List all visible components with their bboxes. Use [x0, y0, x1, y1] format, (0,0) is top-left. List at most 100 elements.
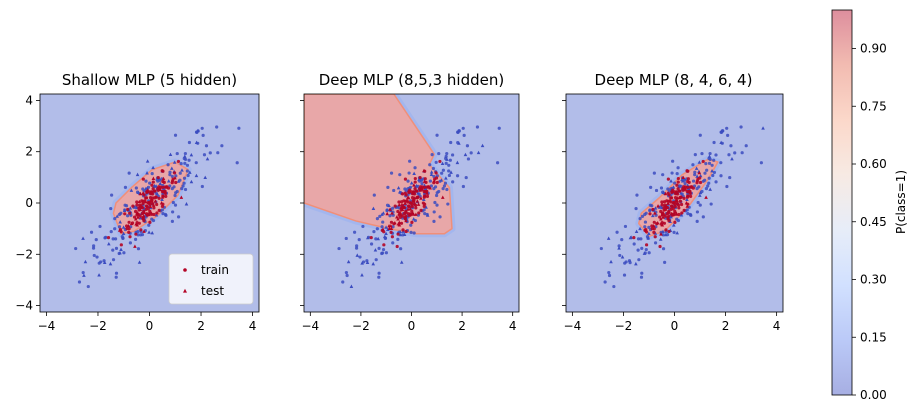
- train-point: [704, 162, 708, 166]
- train-point: [703, 178, 707, 182]
- test-point: [382, 234, 387, 239]
- train-point: [687, 180, 691, 184]
- panel-title: Deep MLP (8,5,3 hidden): [319, 71, 505, 89]
- test-point: [396, 186, 401, 190]
- train-point: [354, 246, 359, 250]
- train-point: [677, 206, 681, 210]
- test-point: [137, 199, 142, 204]
- train-point: [140, 233, 145, 237]
- train-point: [719, 130, 723, 134]
- train-point: [126, 207, 130, 212]
- train-point: [440, 171, 444, 175]
- train-point: [634, 206, 638, 211]
- train-point: [136, 229, 140, 234]
- train-point: [399, 221, 404, 225]
- colorbar-label: P(class=1): [894, 170, 908, 234]
- test-point: [399, 205, 403, 210]
- test-point: [671, 223, 676, 227]
- train-point: [148, 181, 152, 185]
- train-point: [455, 174, 460, 178]
- train-point: [676, 187, 680, 191]
- train-point: [615, 230, 619, 234]
- train-point: [170, 187, 174, 191]
- train-point: [114, 246, 119, 250]
- train-point: [410, 195, 415, 200]
- train-point: [647, 251, 651, 255]
- train-point: [744, 144, 748, 148]
- test-point: [408, 206, 413, 211]
- train-point: [417, 211, 421, 215]
- train-point: [171, 200, 175, 205]
- train-point: [144, 196, 148, 200]
- train-point: [435, 203, 439, 207]
- train-point: [431, 166, 436, 171]
- test-point: [387, 224, 391, 228]
- train-point: [173, 133, 178, 137]
- train-point: [639, 275, 644, 279]
- train-point: [663, 203, 667, 207]
- test-point: [189, 179, 194, 184]
- train-point: [695, 219, 699, 223]
- train-point: [130, 221, 135, 225]
- train-point: [464, 175, 468, 180]
- train-point: [161, 169, 165, 173]
- test-point: [719, 140, 723, 145]
- test-point: [145, 159, 150, 163]
- train-point: [435, 180, 439, 185]
- test-point: [416, 191, 420, 195]
- train-point: [663, 214, 667, 218]
- train-point: [410, 202, 414, 206]
- test-point: [371, 206, 376, 210]
- y-tick-label: −2: [15, 247, 33, 261]
- train-point: [148, 220, 152, 224]
- test-point: [428, 186, 432, 190]
- test-point: [172, 160, 177, 164]
- train-point: [726, 133, 730, 137]
- train-point: [691, 163, 695, 167]
- legend-box: [168, 253, 254, 305]
- train-point: [688, 212, 692, 217]
- train-point: [667, 210, 671, 215]
- test-point: [653, 211, 657, 215]
- train-point: [665, 206, 670, 210]
- train-point: [182, 181, 186, 185]
- train-point: [150, 217, 154, 221]
- train-point: [676, 166, 680, 170]
- train-point: [353, 230, 357, 234]
- train-point: [661, 247, 666, 251]
- train-point: [135, 200, 139, 204]
- train-point: [461, 126, 465, 130]
- train-point: [408, 185, 413, 189]
- test-point: [698, 190, 703, 195]
- train-point: [437, 151, 441, 156]
- test-point: [403, 201, 407, 205]
- test-point: [154, 213, 159, 217]
- train-point: [670, 171, 674, 175]
- train-point: [128, 235, 132, 239]
- train-point: [389, 230, 393, 234]
- train-point: [640, 246, 644, 250]
- train-point: [117, 212, 122, 217]
- train-point: [714, 180, 718, 184]
- colorbar-tick-label: 0.45: [860, 215, 887, 229]
- train-point: [162, 180, 166, 184]
- train-point: [141, 217, 145, 221]
- train-point: [759, 161, 764, 165]
- train-point: [447, 169, 451, 173]
- train-point: [150, 200, 154, 204]
- train-point: [442, 184, 447, 188]
- train-point: [695, 187, 699, 191]
- test-point: [449, 170, 453, 174]
- train-point: [666, 177, 670, 181]
- train-point: [701, 159, 705, 164]
- train-point: [176, 215, 181, 219]
- test-point: [153, 199, 158, 203]
- train-point: [497, 126, 501, 130]
- train-point: [647, 225, 651, 230]
- train-point: [185, 169, 189, 173]
- test-point: [141, 214, 146, 218]
- train-point: [201, 133, 205, 137]
- test-point: [151, 165, 155, 170]
- train-point: [404, 210, 408, 215]
- test-point: [697, 170, 702, 175]
